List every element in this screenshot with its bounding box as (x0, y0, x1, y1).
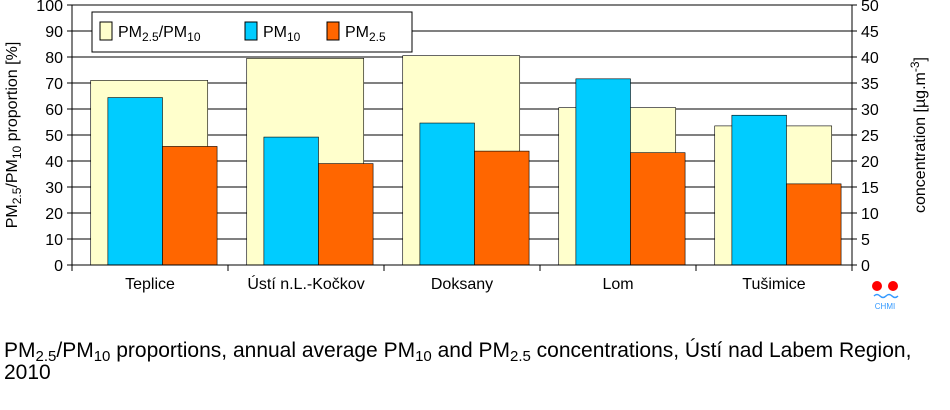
right-axis-title: concentration [µg.m-3] (908, 57, 929, 213)
legend-label-pm10: PM10 (263, 24, 301, 44)
left-axis-ticks: 0 10 20 30 40 50 60 70 80 90 100 (36, 0, 72, 275)
bar-pm25 (318, 163, 374, 266)
legend-swatch-ratio (99, 21, 113, 41)
category-label: Lom (602, 276, 633, 293)
left-tick-label: 0 (54, 258, 63, 275)
bar-pm25 (786, 183, 842, 266)
right-tick-label: 30 (861, 102, 879, 119)
left-axis-title: PM2.5/PM10 proportion [%] (4, 42, 24, 229)
right-tick-label: 35 (861, 76, 879, 93)
left-tick-label: 20 (45, 206, 63, 223)
chmi-logo-text: CHMI (875, 302, 895, 311)
bar-pm25 (162, 146, 218, 266)
right-tick-label: 10 (861, 206, 879, 223)
right-tick-label: 50 (861, 0, 879, 15)
left-tick-label: 50 (45, 128, 63, 145)
bars (90, 55, 842, 266)
left-tick-label: 80 (45, 50, 63, 67)
legend-swatch-pm25 (326, 21, 340, 41)
left-tick-label: 60 (45, 102, 63, 119)
bar-pm10 (107, 97, 163, 266)
left-tick-label: 100 (36, 0, 63, 15)
right-tick-label: 20 (861, 154, 879, 171)
bar-pm10 (575, 78, 631, 266)
legend: PM2.5/PM10 PM10 PM2.5 (91, 11, 413, 53)
bar-pm10 (263, 136, 319, 266)
right-tick-label: 45 (861, 24, 879, 41)
category-label: Teplice (125, 276, 175, 293)
right-tick-label: 40 (861, 50, 879, 67)
legend-swatch-pm10 (244, 21, 258, 41)
right-tick-label: 15 (861, 180, 879, 197)
left-tick-label: 10 (45, 232, 63, 249)
right-tick-label: 5 (861, 232, 870, 249)
left-tick-label: 90 (45, 24, 63, 41)
right-axis-ticks: 0 5 10 15 20 25 30 35 40 45 50 (852, 0, 879, 275)
left-tick-label: 30 (45, 180, 63, 197)
chmi-logo: CHMI (872, 281, 899, 311)
legend-label-pm25: PM2.5 (345, 24, 386, 44)
right-tick-label: 0 (861, 258, 870, 275)
chart: 0 10 20 30 40 50 60 70 80 90 100 0 5 10 15 20 25 30 35 40 4… (4, 0, 929, 311)
category-labels: Teplice Ústí n.L.-Kočkov Doksany Lom Tušimic… (125, 274, 806, 293)
category-label: Tušimice (742, 276, 806, 293)
figure-caption: PM2.5/PM10 proportions, annual average P… (4, 339, 912, 384)
bar-pm10 (419, 122, 475, 266)
right-tick-label: 25 (861, 128, 879, 145)
legend-label-ratio: PM2.5/PM10 (118, 24, 201, 44)
left-tick-label: 40 (45, 154, 63, 171)
bar-pm10 (731, 114, 787, 266)
bar-pm25 (630, 152, 686, 266)
category-label: Ústí n.L.-Kočkov (247, 274, 364, 293)
left-tick-label: 70 (45, 76, 63, 93)
category-label: Doksany (431, 276, 493, 293)
bar-pm25 (474, 150, 530, 266)
